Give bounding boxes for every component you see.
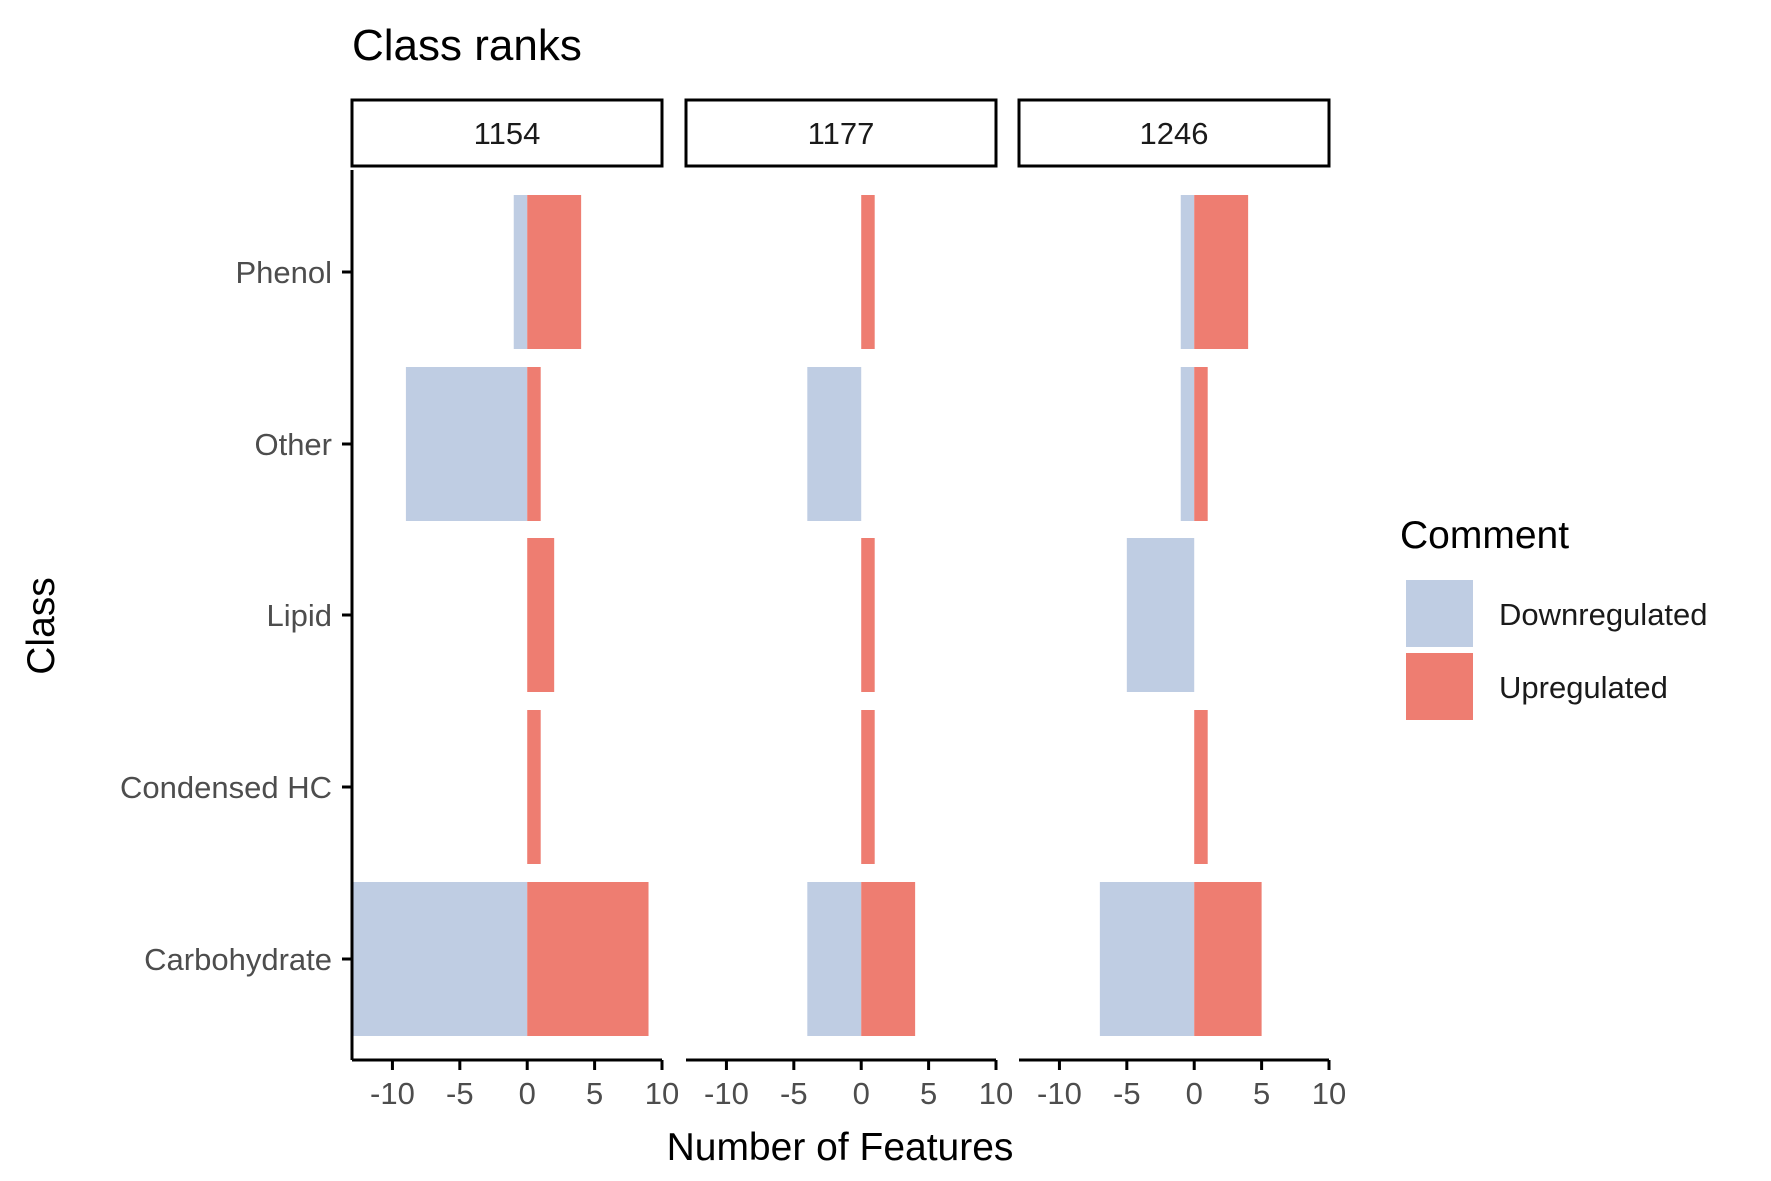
bar-downregulated-carbohydrate <box>352 882 528 1036</box>
panel-1154: 1154 -10 -5 0 5 10 <box>350 98 679 1111</box>
y-axis: Phenol Other Lipid Condensed HC Carbohydrate <box>120 170 354 1060</box>
bar-upregulated-carbohydrate <box>1194 882 1262 1036</box>
x-tick-label: -10 <box>1037 1076 1082 1111</box>
bar-upregulated-other <box>527 367 541 521</box>
legend: Comment Downregulated Upregulated <box>1400 514 1708 720</box>
x-tick-label: -5 <box>446 1076 474 1111</box>
bar-downregulated-carbohydrate <box>807 882 862 1036</box>
x-tick-label: 5 <box>586 1076 603 1111</box>
panel-1246: 1246 -10 -5 0 5 10 <box>1017 98 1346 1111</box>
bar-downregulated-carbohydrate <box>1099 882 1195 1036</box>
y-tick-label: Other <box>254 427 332 462</box>
legend-label: Upregulated <box>1499 670 1668 705</box>
x-tick-label: 0 <box>853 1076 870 1111</box>
x-tick-label: 5 <box>920 1076 937 1111</box>
bar-upregulated-condensed-hc <box>861 710 875 864</box>
strip-box <box>350 98 664 168</box>
legend-key-downregulated <box>1406 580 1473 647</box>
legend-title: Comment <box>1400 514 1569 557</box>
y-tick-label: Lipid <box>267 598 333 633</box>
strip-label: 1154 <box>474 116 541 151</box>
bar-downregulated-phenol <box>1180 195 1195 349</box>
x-tick-label: -5 <box>780 1076 808 1111</box>
x-axis-title: Number of Features <box>667 1126 1014 1169</box>
y-tick-label: Carbohydrate <box>144 942 332 977</box>
bar-upregulated-carbohydrate <box>861 882 916 1036</box>
bar-upregulated-condensed-hc <box>527 710 541 864</box>
panel-1177: 1177 -10 -5 0 5 10 <box>684 98 1013 1111</box>
bar-upregulated-lipid <box>861 538 875 692</box>
bar-upregulated-phenol <box>527 195 582 349</box>
bar-upregulated-lipid <box>527 538 555 692</box>
x-tick-label: -10 <box>704 1076 749 1111</box>
x-tick-label: 10 <box>1312 1076 1346 1111</box>
chart-title: Class ranks <box>352 21 582 70</box>
legend-label: Downregulated <box>1499 597 1708 632</box>
bar-upregulated-phenol <box>861 195 875 349</box>
strip-box <box>1017 98 1331 168</box>
x-tick-label: 0 <box>519 1076 536 1111</box>
facet-panels: 1154 -10 -5 0 5 10 1177 -10 -5 0 5 10 1246 -10 -5 0 5 10 <box>350 98 1346 1111</box>
bar-downregulated-other <box>405 367 528 521</box>
y-tick-label: Condensed HC <box>120 770 332 805</box>
x-tick-label: -5 <box>1113 1076 1141 1111</box>
bar-upregulated-condensed-hc <box>1194 710 1208 864</box>
x-tick-label: 10 <box>645 1076 679 1111</box>
strip-label: 1177 <box>808 116 875 151</box>
x-tick-label: 5 <box>1253 1076 1270 1111</box>
x-tick-label: 10 <box>979 1076 1013 1111</box>
bar-downregulated-lipid <box>1126 538 1195 692</box>
bar-downregulated-phenol <box>513 195 528 349</box>
strip-box <box>684 98 998 168</box>
bar-upregulated-other <box>1194 367 1208 521</box>
y-tick-label: Phenol <box>235 255 332 290</box>
bar-upregulated-carbohydrate <box>527 882 649 1036</box>
x-tick-label: 0 <box>1186 1076 1203 1111</box>
bar-downregulated-other <box>1180 367 1195 521</box>
y-axis-title: Class <box>20 577 63 675</box>
bar-upregulated-phenol <box>1194 195 1249 349</box>
legend-key-upregulated <box>1406 653 1473 720</box>
bar-downregulated-other <box>807 367 862 521</box>
strip-label: 1246 <box>1140 116 1209 151</box>
x-tick-label: -10 <box>370 1076 415 1111</box>
